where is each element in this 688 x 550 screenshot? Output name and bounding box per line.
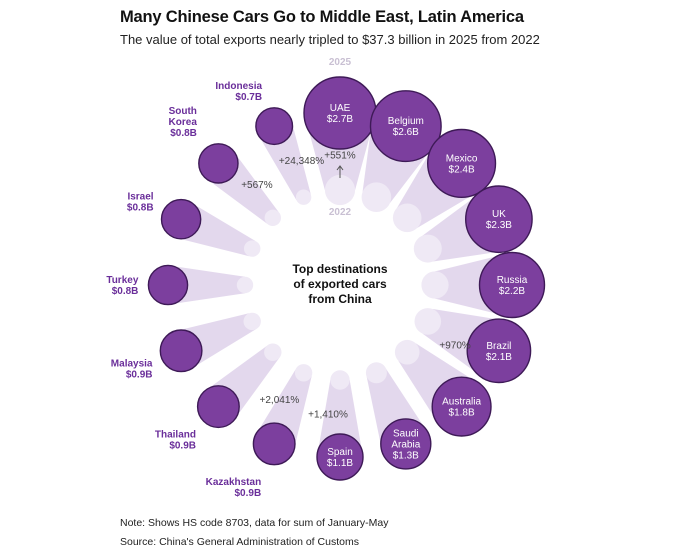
chart-title: Many Chinese Cars Go to Middle East, Lat… [120, 8, 524, 26]
bubble-2025-indonesia [255, 107, 294, 146]
growth-indonesia: +24,348% [279, 156, 324, 167]
bubble-2025-australia [431, 376, 492, 437]
bubble-2022-kazakhstan [294, 364, 313, 382]
label-uae: UAE $2.7B [327, 103, 353, 125]
bubble-2022-mexico [392, 203, 422, 233]
bubble-2025-malaysia [159, 329, 203, 373]
growth-spain: +1,410% [308, 410, 348, 421]
bubble-2022-thailand [264, 343, 282, 361]
label-kazakhstan: Kazakhstan $0.9B [206, 477, 262, 499]
bubble-2025-uk [464, 185, 533, 254]
bubble-2022-australia [394, 339, 420, 365]
label-malaysia: Malaysia $0.9B [111, 359, 153, 381]
label-mexico: Mexico $2.4B [446, 153, 478, 175]
bubble-2022-spain [330, 370, 350, 390]
label-belgium: Belgium $2.6B [388, 116, 424, 138]
bubble-2025-brazil [466, 318, 532, 384]
bubble-2025-belgium [369, 90, 442, 163]
bubble-2022-saudi-arabia [365, 362, 387, 384]
bubble-2022-south-korea [264, 209, 281, 226]
bubble-2025-israel [160, 198, 202, 240]
label-indonesia: Indonesia $0.7B [215, 81, 262, 103]
bubble-2025-spain [316, 433, 364, 481]
growth-south-korea: +567% [241, 180, 273, 191]
label-brazil: Brazil $2.1B [486, 341, 512, 363]
bubble-2025-south-korea [198, 143, 239, 184]
growth-kazakhstan: +2,041% [260, 395, 300, 406]
chart-note: Note: Shows HS code 8703, data for sum o… [120, 517, 389, 529]
growth-arrow-icon [336, 165, 344, 178]
growth-uae: +551% [324, 151, 356, 162]
year-2025-label: 2025 [329, 57, 352, 68]
bubble-2022-turkey [236, 276, 254, 294]
bubble-2022-russia [421, 271, 449, 299]
year-2022-label: 2022 [329, 207, 352, 218]
bubble-2025-thailand [196, 385, 240, 429]
bubble-2025-turkey [147, 264, 189, 306]
label-israel: Israel $0.8B [127, 192, 154, 214]
bubble-2022-belgium [361, 182, 392, 212]
bubble-2025-saudi-arabia [380, 418, 432, 470]
chart-subtitle: The value of total exports nearly triple… [120, 32, 540, 47]
bubble-2022-indonesia [295, 189, 312, 205]
label-spain: Spain $1.1B [327, 447, 353, 469]
label-russia: Russia $2.2B [497, 275, 528, 297]
label-uk: UK $2.3B [486, 209, 512, 231]
bubble-2022-uae [324, 174, 356, 206]
label-thailand: Thailand $0.9B [155, 430, 196, 452]
bubble-2025-russia [478, 251, 546, 319]
bubble-2022-israel [244, 240, 261, 257]
label-saudi-arabia: Saudi Arabia $1.3B [391, 428, 420, 461]
center-label: Top destinations of exported cars from Chi… [292, 262, 387, 306]
chart-source: Source: China's General Administration o… [120, 536, 359, 548]
beam-turkey [168, 265, 245, 305]
bubble-2022-brazil [414, 308, 442, 335]
bubble-2022-malaysia [243, 312, 261, 331]
bubble-2022-uk [413, 234, 442, 263]
bubble-2025-mexico [427, 128, 497, 199]
bubble-2025-kazakhstan [252, 422, 296, 466]
label-south-korea: South Korea $0.8B [169, 106, 198, 139]
growth-brazil: +970% [439, 341, 471, 352]
label-turkey: Turkey $0.8B [106, 275, 138, 297]
label-australia: Australia $1.8B [442, 397, 481, 419]
